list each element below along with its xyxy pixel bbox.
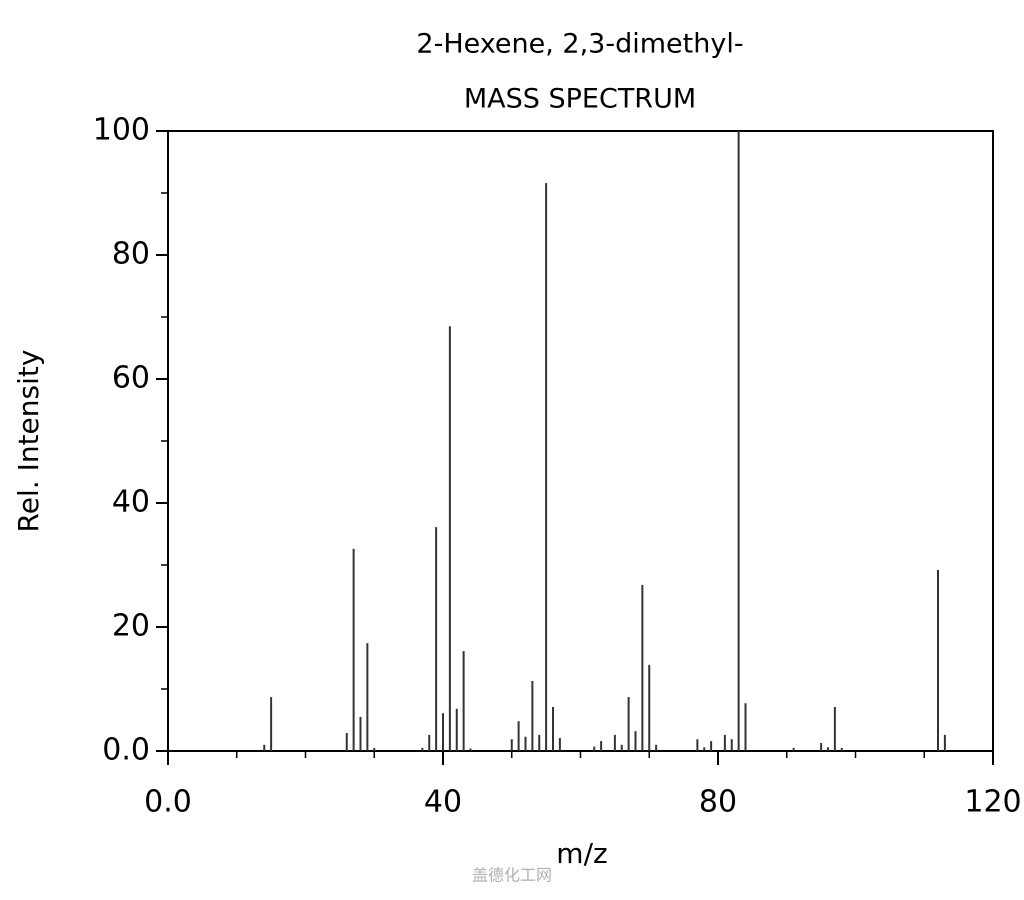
y-tick-label: 0.0: [102, 733, 150, 768]
x-tick-label: 40: [424, 785, 462, 820]
y-axis-label: Rel. Intensity: [12, 350, 45, 533]
x-tick-label: 0.0: [144, 785, 192, 820]
y-tick-label: 20: [112, 609, 150, 644]
x-tick-label: 120: [964, 785, 1021, 820]
x-tick-label: 80: [699, 785, 737, 820]
y-tick-label: 100: [93, 113, 150, 148]
y-tick-label: 40: [112, 485, 150, 520]
x-axis-label: m/z: [556, 837, 607, 870]
chart-title: 2-Hexene, 2,3-dimethyl-: [416, 29, 743, 60]
chart-subtitle: MASS SPECTRUM: [464, 84, 696, 115]
plot-frame: [167, 130, 994, 752]
y-tick-label: 80: [112, 237, 150, 272]
watermark: 盖德化工网: [472, 866, 552, 885]
y-tick-label: 60: [112, 361, 150, 396]
